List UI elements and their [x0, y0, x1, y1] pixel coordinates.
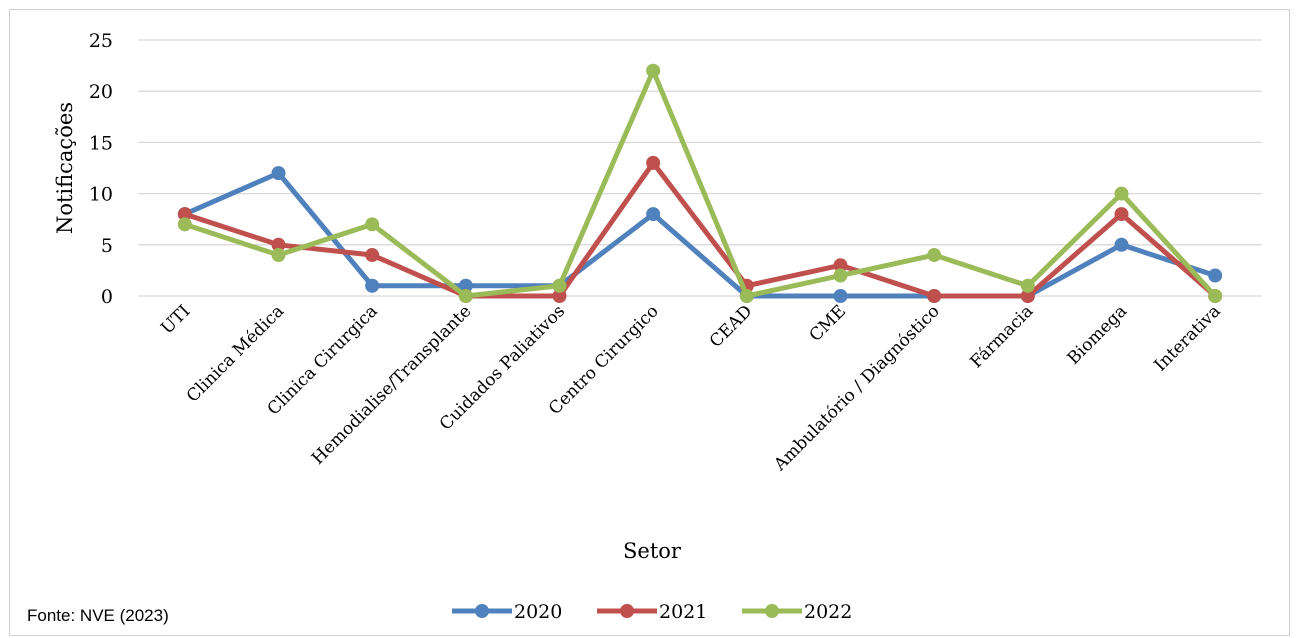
y-tick-labels: 0 5 10 15 20 25 [89, 30, 113, 308]
y-tick-label: 15 [89, 132, 113, 154]
x-tick-label: Hemodialise/Transplante [308, 301, 475, 468]
y-tick-label: 5 [101, 235, 113, 257]
chart-frame [9, 9, 1290, 636]
x-tick-label: Clinica Médica [183, 301, 288, 406]
data-point-2021 [646, 155, 661, 170]
y-tick-label: 25 [89, 30, 113, 52]
data-point-2022 [458, 289, 473, 303]
y-tick-label: 0 [101, 286, 113, 308]
x-tick-label: Biomega [1064, 301, 1131, 368]
data-point-2022 [739, 289, 754, 303]
data-point-2021 [552, 289, 567, 303]
source-note: Fonte: NVE (2023) [27, 606, 169, 625]
legend-marker-2021 [620, 604, 634, 618]
data-point-2022 [177, 217, 192, 232]
y-tick-label: 10 [89, 184, 113, 206]
x-tick-label: UTI [157, 301, 194, 338]
data-point-2020 [365, 278, 380, 293]
legend-marker-2020 [475, 604, 489, 618]
x-tick-label: Fármacia [966, 301, 1037, 372]
data-point-2020 [833, 289, 848, 303]
legend-marker-2022 [765, 604, 779, 618]
legend-label-2021: 2021 [659, 601, 707, 623]
data-point-2020 [646, 207, 661, 222]
data-point-2022 [552, 278, 567, 293]
data-point-2022 [271, 248, 286, 263]
data-point-2022 [1114, 186, 1129, 201]
series-line-2022 [182, 68, 1218, 299]
x-tick-label: CME [806, 301, 850, 345]
data-point-2021 [1020, 289, 1035, 303]
series-line-2021 [182, 160, 1218, 299]
data-point-2021 [1114, 207, 1129, 222]
x-axis-title: Setor [623, 539, 682, 563]
data-point-2022 [1208, 289, 1223, 303]
x-tick-label: CEAD [706, 301, 756, 351]
data-point-2020 [458, 278, 473, 293]
data-point-2022 [833, 268, 848, 283]
data-point-2022 [1020, 278, 1035, 293]
legend-label-2022: 2022 [804, 601, 852, 623]
legend-label-2020: 2020 [514, 601, 562, 623]
grid-lines [138, 39, 1262, 297]
data-point-2020 [1114, 237, 1129, 252]
x-tick-label: Ambulatório / Diagnóstico [770, 301, 944, 475]
series-line-2020 [182, 170, 1218, 299]
data-point-2022 [927, 248, 942, 263]
data-point-2021 [927, 289, 942, 303]
data-point-2020 [271, 166, 286, 181]
data-point-2021 [271, 237, 286, 252]
data-point-2022 [646, 63, 661, 78]
legend: 2020 2021 2022 [452, 601, 852, 623]
data-point-2021 [365, 248, 380, 263]
x-tick-label: Interativa [1151, 301, 1225, 375]
y-axis-title: Notificações [53, 102, 77, 234]
data-point-2021 [177, 207, 192, 222]
series-lines [177, 63, 1223, 303]
data-point-2021 [833, 258, 848, 273]
y-tick-label: 20 [89, 81, 113, 103]
data-point-2022 [365, 217, 380, 232]
data-point-2020 [1208, 268, 1223, 283]
